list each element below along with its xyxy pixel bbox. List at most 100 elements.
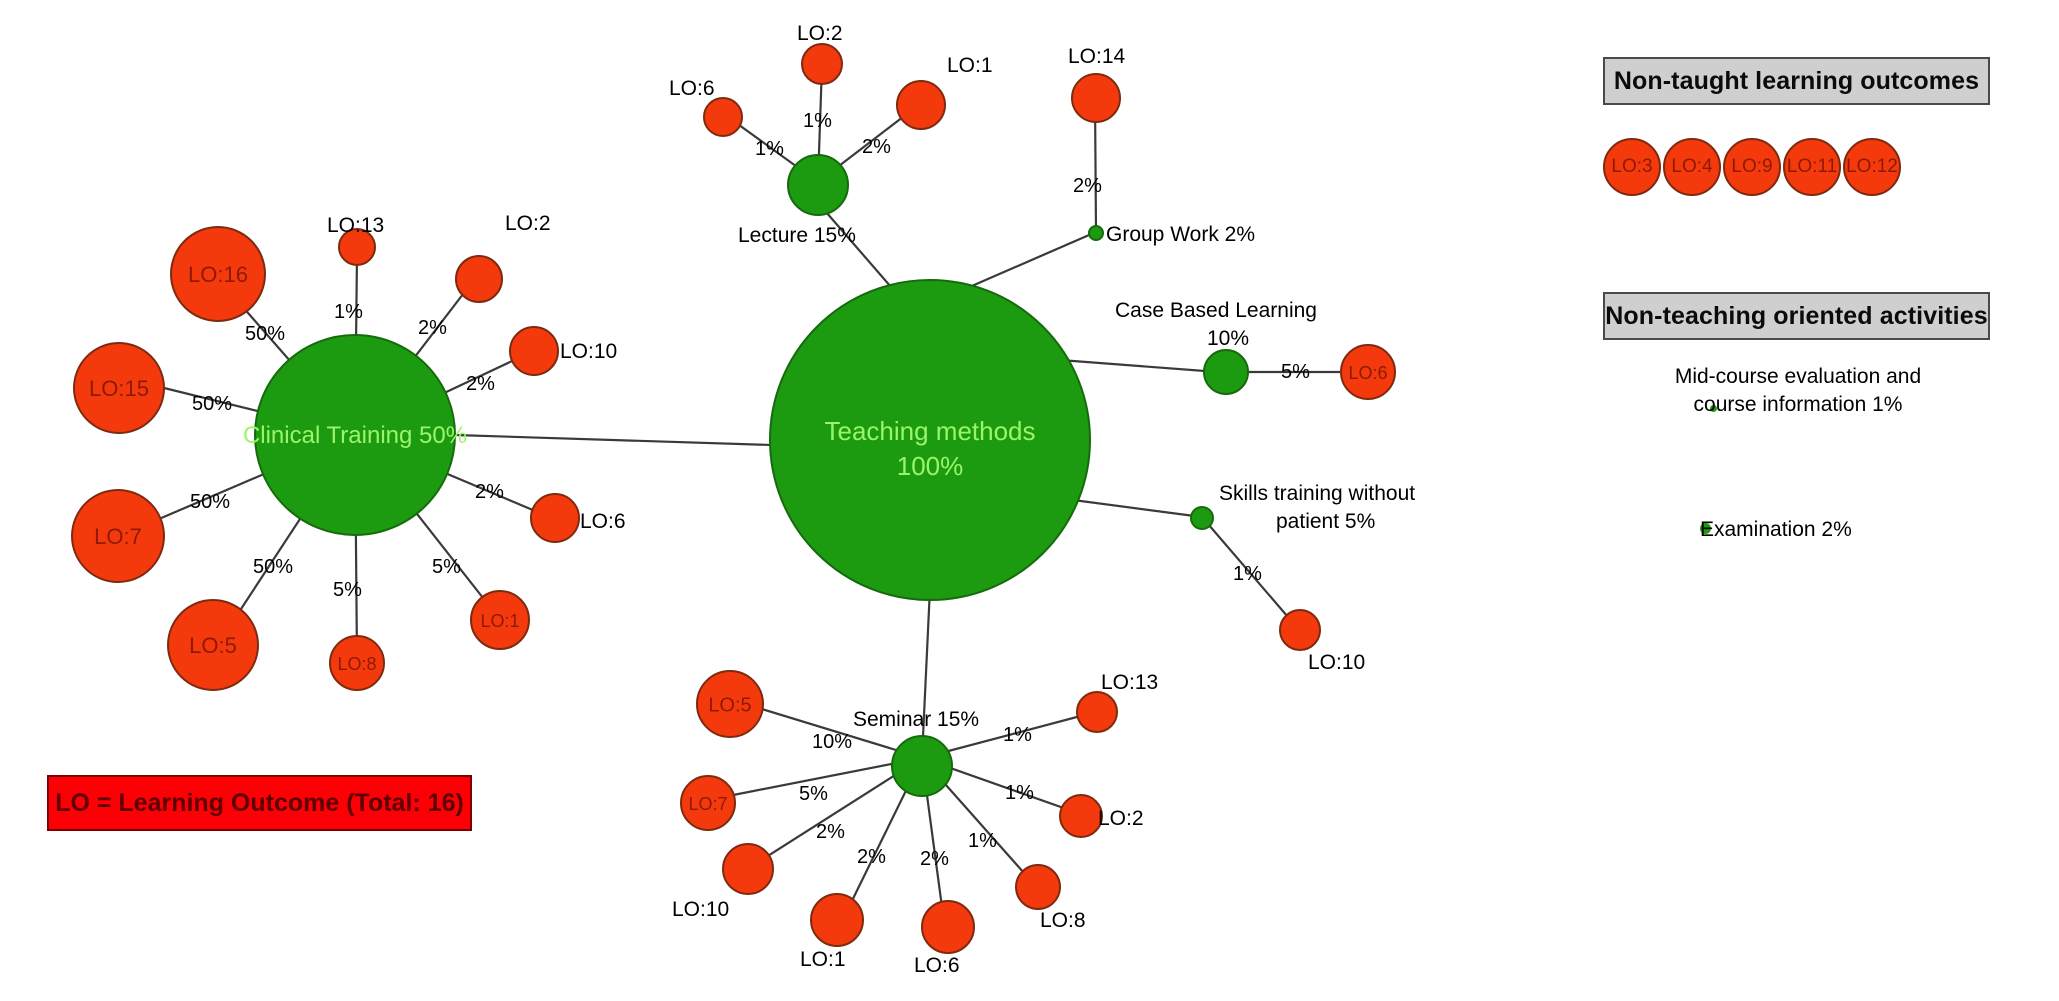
lo-node-seminar-lo1[interactable] [810,893,864,947]
lo-circle[interactable] [801,43,843,85]
lo-node-seminar-lo6[interactable] [921,900,975,954]
lo-node-lecture-lo2[interactable] [801,43,843,85]
lo-circle[interactable] [167,599,259,691]
lo-node-clinical-lo6[interactable] [530,493,580,543]
lo-circle[interactable] [1076,691,1118,733]
lo-node-clinical-lo2[interactable] [455,255,503,303]
lo-circle[interactable] [680,775,736,831]
lo-label: LO:7 [688,794,727,814]
lo-node-lecture-lo1[interactable] [896,80,946,130]
lo-node-clinical-lo15[interactable]: LO:15 [73,342,165,434]
lo-node-skills-lo10[interactable] [1279,609,1321,651]
lo-node-seminar-lo7[interactable]: LO:7 [680,775,736,831]
clinical-training-circle[interactable] [254,334,456,536]
case-based-label-line2: 10% [1207,327,1249,350]
skills-label-line2: patient 5% [1276,510,1375,533]
lecture-circle[interactable] [787,154,849,216]
lo-node-lecture-lo6[interactable] [703,97,743,137]
label-lecture-lo2: LO:2 [797,22,843,45]
node-lecture[interactable]: Lecture 15% [738,154,856,247]
label-lecture-lo1: LO:1 [947,54,993,77]
activity-examination: Examination 2% [1700,518,1852,541]
teaching-methods-circle[interactable] [769,279,1091,601]
node-clinical-training[interactable]: Clinical Training 50% [243,334,467,536]
lo-node-clinical-lo10[interactable] [509,326,559,376]
lo-circle[interactable] [1059,794,1103,838]
lecture-label: Lecture 15% [738,224,856,247]
lo-circle[interactable] [530,493,580,543]
lo-circle[interactable] [1071,73,1121,123]
lo-circle[interactable] [73,342,165,434]
clinical-edge-labels: 50% 1% 2% 2% 50% 2% 50% 5% 50% 5% [190,301,504,601]
node-case-based-learning[interactable]: Case Based Learning 10% [1115,299,1317,395]
pct-skills-lo10: 1% [1233,563,1262,585]
lo-circle[interactable] [896,80,946,130]
legend-lo-item[interactable]: LO:4 [1663,138,1721,196]
pct-case-lo6: 5% [1281,361,1310,383]
lo-key-box: LO = Learning Outcome (Total: 16) [47,775,472,831]
lo-label: LO:15 [89,376,149,401]
lo-node-clinical-lo13[interactable] [338,228,376,266]
node-group-work[interactable]: Group Work 2% [1088,223,1255,246]
lo-circle[interactable] [1015,864,1061,910]
non-teaching-panel: Non-teaching oriented activities [1603,292,1990,340]
lo-circle[interactable] [810,893,864,947]
non-taught-title: Non-taught learning outcomes [1613,66,1980,95]
lo-node-group-lo14[interactable] [1071,73,1121,123]
lo-circle[interactable] [71,489,165,583]
legend-lo-item[interactable]: LO:11 [1783,138,1841,196]
legend-lo-item[interactable]: LO:12 [1843,138,1901,196]
lo-circle[interactable] [1340,344,1396,400]
lo-node-clinical-lo5[interactable]: LO:5 [167,599,259,691]
edge-seminar-lo5 [751,704,923,760]
case-based-circle[interactable] [1203,349,1249,395]
lo-circle[interactable] [338,228,376,266]
lo-label: LO:1 [480,611,519,631]
lo-node-clinical-lo16[interactable]: LO:16 [170,226,266,322]
seminar-circle[interactable] [891,735,953,797]
edge-seminar-lo7 [717,756,923,800]
skills-label-line1: Skills training without [1219,482,1415,505]
case-based-label-line1: Case Based Learning [1115,299,1317,322]
node-teaching-methods[interactable]: Teaching methods 100% [769,279,1091,601]
lo-circle[interactable] [696,670,764,738]
legend-lo-item[interactable]: LO:3 [1603,138,1661,196]
lo-node-clinical-lo7[interactable]: LO:7 [71,489,165,583]
lo-node-case-lo6[interactable]: LO:6 [1340,344,1396,400]
edge-root-case-based [1059,358,1219,374]
lo-circle[interactable] [455,255,503,303]
lo-label: LO:7 [94,524,142,549]
clinical-children: LO:16 LO:15 LO:7 [71,226,580,691]
clinical-training-label: Clinical Training 50% [243,422,467,449]
lo-circle[interactable] [921,900,975,954]
examination-dot-icon [1700,523,1711,534]
lo-node-seminar-lo13[interactable] [1076,691,1118,733]
node-skills-training[interactable]: Skills training without patient 5% [1190,482,1415,533]
pct-clinical-lo16: 50% [245,323,285,345]
lo-circle[interactable] [509,326,559,376]
non-taught-panel: Non-taught learning outcomes [1603,57,1990,105]
node-seminar[interactable]: Seminar 15% [853,708,979,797]
pct-seminar-lo13: 1% [1003,724,1032,746]
pct-clinical-lo1: 5% [432,556,461,578]
lo-circle[interactable] [722,843,774,895]
teaching-methods-label-line2: 100% [897,451,964,481]
lo-node-seminar-lo5[interactable]: LO:5 [696,670,764,738]
clinical-outer-labels: LO:13 LO:2 LO:10 LO:6 [327,212,626,533]
legend-lo-item[interactable]: LO:9 [1723,138,1781,196]
lo-circle[interactable] [329,635,385,691]
group-work-circle[interactable] [1088,225,1104,241]
skills-training-circle[interactable] [1190,506,1214,530]
label-skills-lo10: LO:10 [1308,651,1365,674]
lo-node-seminar-lo2[interactable] [1059,794,1103,838]
lo-circle[interactable] [470,590,530,650]
lo-node-seminar-lo10[interactable] [722,843,774,895]
lo-node-clinical-lo1[interactable]: LO:1 [470,590,530,650]
lo-circle[interactable] [1279,609,1321,651]
activity-midcourse-evaluation: Mid-course evaluation and course informa… [1674,365,1922,416]
lo-node-clinical-lo8[interactable]: LO:8 [329,635,385,691]
lo-label: LO:5 [708,694,751,716]
lo-node-seminar-lo8[interactable] [1015,864,1061,910]
lo-circle[interactable] [170,226,266,322]
lo-circle[interactable] [703,97,743,137]
